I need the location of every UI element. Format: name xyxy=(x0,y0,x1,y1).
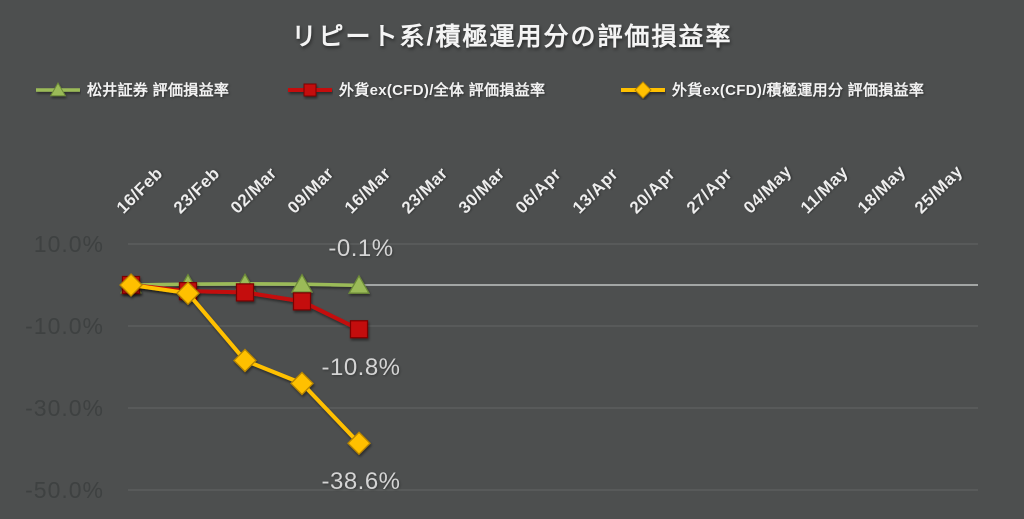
data-label: -0.1% xyxy=(328,235,394,263)
data-point-diamond-marker xyxy=(119,273,143,297)
data-point-square-marker xyxy=(292,292,312,311)
legend-marker-square-icon xyxy=(287,80,333,100)
series-diamond xyxy=(119,273,371,456)
legend-item-matsui: 松井証券 評価損益率 xyxy=(35,79,229,100)
legend-label: 外貨ex(CFD)/積極運用分 評価損益率 xyxy=(672,82,925,99)
data-point-diamond-marker xyxy=(233,348,257,373)
data-label: -38.6% xyxy=(321,468,401,496)
y-axis-label: -50.0% xyxy=(25,477,104,503)
data-point-diamond-marker xyxy=(176,281,200,306)
data-point-square-marker xyxy=(349,320,369,339)
data-point-diamond-marker xyxy=(347,431,371,456)
legend-label: 松井証券 評価損益率 xyxy=(87,82,230,99)
legend-item-gaikaex-zentai: 外貨ex(CFD)/全体 評価損益率 xyxy=(287,79,545,100)
legend-marker-triangle-icon xyxy=(35,80,81,100)
chart-title: リピート系/積極運用分の評価損益率 xyxy=(291,23,733,51)
legend-marker-diamond-icon xyxy=(620,80,666,100)
data-point-triangle-marker xyxy=(347,274,371,294)
y-axis-label: -30.0% xyxy=(25,395,104,421)
legend-label: 外貨ex(CFD)/全体 評価損益率 xyxy=(339,82,546,99)
y-axis-label: -10.0% xyxy=(25,313,104,339)
data-point-diamond-marker xyxy=(290,371,314,396)
data-point-square-marker xyxy=(235,283,255,302)
data-label: -10.8% xyxy=(321,354,401,382)
data-point-triangle-marker xyxy=(290,273,314,293)
legend-item-gaikaex-sekkyoku: 外貨ex(CFD)/積極運用分 評価損益率 xyxy=(620,79,924,100)
y-axis-label: 10.0% xyxy=(33,231,104,257)
